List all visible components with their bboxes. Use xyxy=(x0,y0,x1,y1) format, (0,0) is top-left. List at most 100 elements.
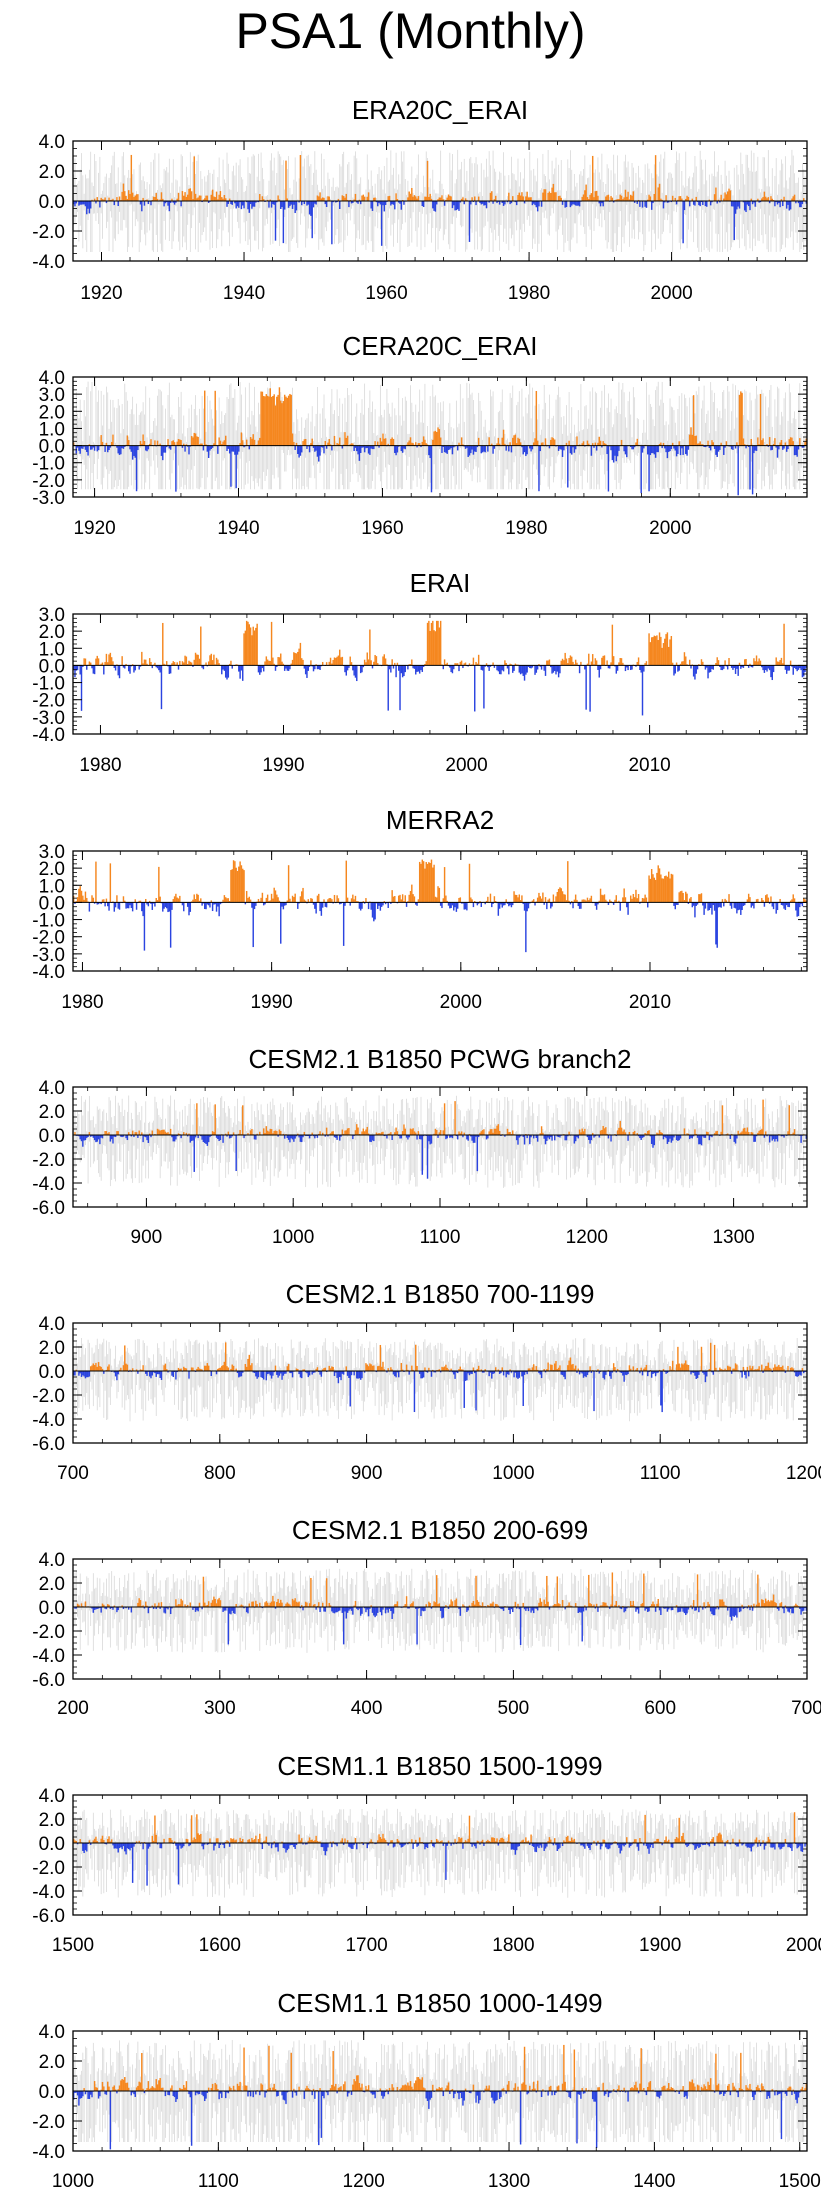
positive-bar xyxy=(593,197,595,201)
negative-bar xyxy=(244,902,247,905)
negative-bar xyxy=(732,445,734,450)
negative-bar xyxy=(76,445,79,448)
positive-bar xyxy=(436,897,438,903)
negative-bar xyxy=(78,445,80,451)
positive-bar xyxy=(565,658,568,666)
negative-bar xyxy=(407,665,409,670)
positive-bar xyxy=(717,199,720,201)
negative-bar xyxy=(239,201,241,203)
positive-bar xyxy=(685,198,687,201)
positive-bar xyxy=(437,199,439,201)
positive-bar xyxy=(698,443,700,446)
negative-bar xyxy=(175,445,177,492)
positive-bar xyxy=(433,1133,435,1135)
negative-bar xyxy=(215,1135,218,1138)
positive-bar xyxy=(491,191,493,201)
negative-bar xyxy=(416,445,418,448)
negative-bar xyxy=(442,665,444,670)
negative-bar xyxy=(667,201,670,203)
negative-bar xyxy=(532,1135,535,1139)
x-tick-label: 1920 xyxy=(80,283,122,304)
negative-bar xyxy=(698,201,700,206)
negative-bar xyxy=(729,902,732,906)
positive-bar xyxy=(129,193,131,201)
positive-bar xyxy=(74,1132,76,1135)
positive-bar xyxy=(289,393,291,446)
positive-bar xyxy=(690,897,692,903)
positive-bar xyxy=(445,664,447,666)
positive-bar xyxy=(116,664,118,666)
positive-bar xyxy=(335,657,337,666)
negative-bar xyxy=(774,201,776,207)
negative-bar xyxy=(396,445,399,453)
negative-bar xyxy=(93,665,96,675)
negative-bar xyxy=(692,665,695,677)
positive-bar xyxy=(396,1131,399,1135)
positive-bar xyxy=(299,642,302,666)
negative-bar xyxy=(167,201,169,206)
positive-bar xyxy=(662,643,665,666)
negative-bar xyxy=(664,1135,666,1137)
positive-bar xyxy=(738,394,741,446)
negative-bar xyxy=(753,201,755,203)
negative-bar xyxy=(219,902,222,905)
negative-bar xyxy=(186,1135,189,1137)
positive-bar xyxy=(321,661,324,666)
negative-bar xyxy=(227,445,230,449)
positive-bar xyxy=(193,156,195,201)
negative-bar xyxy=(618,445,620,451)
positive-bar xyxy=(789,900,792,903)
negative-bar xyxy=(694,665,696,680)
positive-bar xyxy=(356,1124,358,1135)
negative-bar xyxy=(775,902,777,914)
positive-bar xyxy=(590,895,593,903)
positive-bar xyxy=(251,635,253,666)
negative-bar xyxy=(110,1135,113,1140)
negative-bar xyxy=(485,201,488,209)
negative-bar xyxy=(388,665,391,670)
positive-bar xyxy=(741,393,743,446)
negative-bar xyxy=(109,445,112,448)
positive-bar xyxy=(619,1120,621,1135)
negative-bar xyxy=(281,902,283,907)
positive-bar xyxy=(557,196,560,201)
positive-bar xyxy=(610,900,612,903)
negative-bar xyxy=(508,445,510,452)
positive-bar xyxy=(105,442,108,446)
negative-bar xyxy=(339,1135,341,1141)
negative-bar xyxy=(404,665,406,673)
positive-bar xyxy=(695,1133,697,1135)
positive-bar xyxy=(605,899,607,903)
positive-bar xyxy=(713,194,716,201)
positive-bar xyxy=(632,191,635,201)
positive-bar xyxy=(649,878,652,903)
positive-bar xyxy=(365,898,367,903)
positive-bar xyxy=(201,443,203,446)
negative-bar xyxy=(107,902,109,907)
negative-bar xyxy=(380,902,383,907)
positive-bar xyxy=(724,192,726,201)
negative-bar xyxy=(118,445,121,455)
positive-bar xyxy=(135,1132,138,1135)
positive-bar xyxy=(432,439,434,446)
negative-bar xyxy=(736,201,738,210)
negative-bar xyxy=(412,665,414,669)
negative-bar xyxy=(730,665,733,668)
negative-bar xyxy=(122,445,125,449)
positive-bar xyxy=(162,198,164,201)
positive-bar xyxy=(252,434,254,446)
negative-bar xyxy=(615,1135,618,1137)
negative-bar xyxy=(513,665,515,671)
negative-bar xyxy=(417,665,420,672)
negative-bar xyxy=(574,201,577,206)
positive-bar xyxy=(606,1133,608,1135)
y-tick-label: -2.0 xyxy=(32,222,65,243)
positive-bar xyxy=(720,1131,722,1135)
negative-bar xyxy=(636,201,638,204)
positive-bar xyxy=(588,653,590,666)
negative-bar xyxy=(315,902,317,914)
negative-bar xyxy=(395,445,397,456)
positive-bar xyxy=(582,1131,585,1135)
positive-bar xyxy=(285,160,287,201)
positive-bar xyxy=(481,1130,484,1135)
